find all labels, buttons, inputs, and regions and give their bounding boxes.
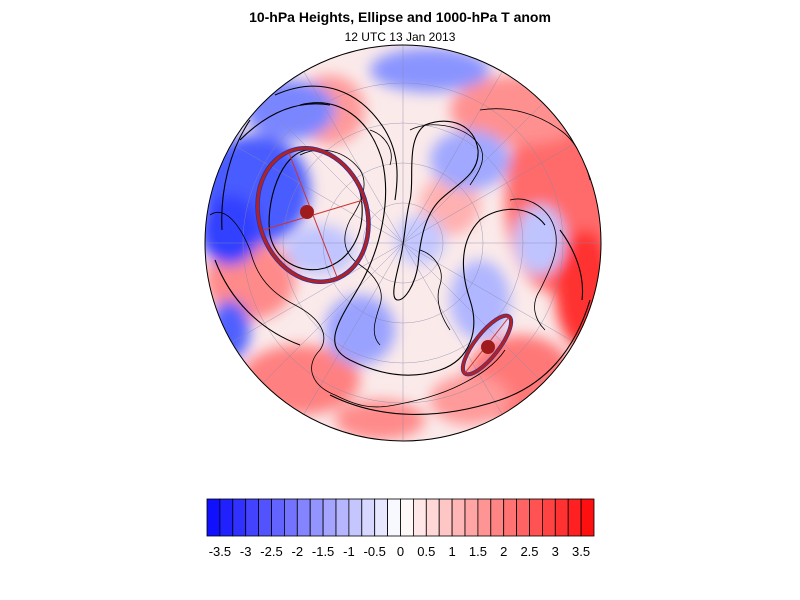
colorbar-tick-label: -1 (343, 544, 355, 559)
chart-subtitle: 12 UTC 13 Jan 2013 (344, 30, 456, 44)
colorbar-tick-label: -0.5 (363, 544, 385, 559)
colorbar-box (206, 498, 221, 537)
colorbar-box (219, 498, 234, 537)
colorbar-tick-label: 0.5 (417, 544, 435, 559)
colorbar-box (490, 498, 505, 537)
colorbar-tick-label: 1.5 (469, 544, 487, 559)
colorbar-box (529, 498, 543, 537)
colorbar-tick-label: 2.5 (520, 544, 538, 559)
colorbar-box (464, 498, 479, 537)
colorbar-box (271, 498, 285, 537)
colorbar-box (542, 498, 556, 537)
colorbar-box (451, 498, 466, 537)
vortex-ellipse-minor (460, 313, 514, 377)
colorbar-box (567, 498, 582, 537)
colorbar-box (309, 498, 324, 537)
colorbar-tick-label: 3 (552, 544, 559, 559)
globe-outline (204, 44, 602, 442)
colorbar-tick-label: 0 (397, 544, 404, 559)
colorbar-box (516, 498, 530, 537)
vortex-center-minor (481, 340, 495, 354)
colorbar-tick-label: -3.5 (209, 544, 231, 559)
colorbar-box (374, 498, 389, 537)
vortex-ellipse-major (255, 145, 371, 285)
colorbar-box (258, 498, 272, 537)
colorbar-box (335, 498, 350, 537)
colorbar-box (477, 498, 492, 537)
colorbar-tick-label: 1 (448, 544, 455, 559)
colorbar-box (296, 498, 311, 537)
colorbar-box (412, 498, 427, 537)
colorbar-box (580, 498, 595, 537)
colorbar-box (400, 498, 414, 537)
colorbar-labels: -3.5 -3 -2.5 -2 -1.5 -1 -0.5 0 0.5 1 1.5 2 2.5 3 3.5 (209, 544, 590, 559)
colorbar-box (283, 498, 298, 537)
colorbar-box (438, 498, 453, 537)
colorbar-box (361, 498, 376, 537)
colorbar-box (503, 498, 518, 537)
colorbar-tick-label: -3 (240, 544, 252, 559)
colorbar-tick-label: -1.5 (312, 544, 334, 559)
colorbar-boxes (206, 498, 595, 537)
colorbar-box (322, 498, 337, 537)
colorbar-tick-label: 2 (500, 544, 507, 559)
colorbar-box (348, 498, 363, 537)
colorbar-box (232, 498, 247, 537)
chart-title: 10-hPa Heights, Ellipse and 1000-hPa T a… (249, 9, 551, 25)
colorbar-box (554, 498, 569, 537)
colorbar-tick-label: -2.5 (260, 544, 282, 559)
height-contours (214, 85, 591, 415)
colorbar-tick-label: 3.5 (572, 544, 590, 559)
colorbar-box (387, 498, 401, 537)
colorbar-box (245, 498, 259, 537)
vortex-center-major (300, 205, 314, 219)
colorbar-tick-label: -2 (292, 544, 304, 559)
colorbar-box (425, 498, 440, 537)
